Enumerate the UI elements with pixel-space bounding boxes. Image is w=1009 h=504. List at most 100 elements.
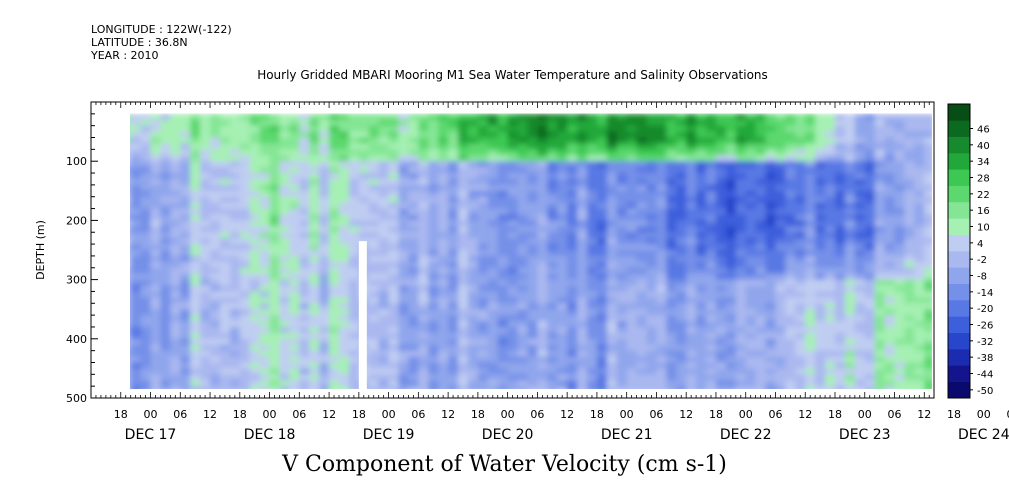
heatmap-cell: [200, 362, 211, 369]
heatmap-cell: [329, 184, 340, 192]
heatmap-cell: [448, 178, 459, 186]
heatmap-cell: [805, 125, 816, 133]
heatmap-cell: [626, 273, 638, 281]
colorbar-label: 34: [977, 157, 990, 168]
heatmap-cell: [408, 113, 419, 121]
heatmap-cell: [388, 344, 400, 352]
heatmap-cell: [616, 238, 628, 245]
heatmap-cell: [745, 273, 757, 281]
heatmap-cell: [596, 267, 608, 275]
x-hour-label: 06: [768, 408, 782, 421]
heatmap-cell: [527, 161, 538, 168]
heatmap-cell: [398, 380, 410, 387]
heatmap-cell: [904, 356, 915, 364]
heatmap-cell: [864, 220, 876, 227]
heatmap-cell: [289, 226, 300, 233]
heatmap-cell: [567, 184, 578, 192]
heatmap-cell: [408, 261, 419, 269]
heatmap-cell: [269, 255, 281, 263]
heatmap-cell: [537, 267, 548, 275]
heatmap-cell: [428, 143, 439, 150]
heatmap-cell: [517, 155, 529, 162]
heatmap-cell: [567, 332, 578, 340]
heatmap-cell: [309, 332, 320, 340]
heatmap-cell: [448, 196, 459, 204]
heatmap-cell: [180, 380, 191, 387]
heatmap-cell: [200, 338, 211, 346]
heatmap-cell: [348, 368, 360, 375]
heatmap-cell: [835, 232, 846, 239]
heatmap-cell: [924, 362, 932, 369]
heatmap-cell: [537, 255, 548, 263]
heatmap-cell: [567, 309, 578, 316]
heatmap-cell: [329, 250, 340, 257]
heatmap-cell: [130, 332, 132, 340]
heatmap-cell: [537, 226, 548, 233]
heatmap-cell: [190, 338, 201, 346]
heatmap-cell: [636, 220, 648, 227]
heatmap-cell: [309, 232, 320, 239]
heatmap-cell: [854, 238, 866, 245]
heatmap-cell: [527, 291, 538, 298]
heatmap-cell: [656, 167, 667, 174]
heatmap-cell: [577, 380, 588, 387]
heatmap-cell: [904, 279, 915, 287]
heatmap-cell: [854, 362, 866, 369]
heatmap-cell: [458, 338, 469, 346]
heatmap-cell: [448, 297, 459, 304]
heatmap-cell: [884, 338, 896, 346]
heatmap-cell: [547, 273, 558, 281]
heatmap-cell: [696, 291, 707, 298]
heatmap-cell: [388, 143, 400, 150]
heatmap-cell: [269, 303, 281, 310]
heatmap-cell: [140, 220, 152, 227]
heatmap-cell: [795, 196, 806, 204]
heatmap-cell: [130, 208, 142, 216]
heatmap-cell: [755, 232, 767, 239]
heatmap-cell: [210, 137, 221, 145]
heatmap-cell: [636, 285, 648, 293]
heatmap-cell: [210, 368, 221, 375]
heatmap-cell: [527, 220, 538, 227]
heatmap-cell: [229, 356, 241, 364]
heatmap-cell: [388, 279, 400, 287]
heatmap-cell: [557, 291, 568, 298]
heatmap-cell: [299, 137, 310, 145]
heatmap-cell: [477, 321, 489, 328]
heatmap-cell: [656, 149, 667, 156]
heatmap-cell: [190, 113, 201, 121]
heatmap-cell: [408, 368, 419, 375]
heatmap-cell: [378, 190, 390, 198]
heatmap-cell: [527, 297, 538, 304]
heatmap-cell: [676, 184, 687, 192]
heatmap-cell: [835, 309, 846, 316]
heatmap-cell: [219, 255, 231, 263]
heatmap-cell: [428, 184, 439, 192]
heatmap-cell: [249, 226, 261, 233]
heatmap-cell: [210, 273, 221, 281]
heatmap-cell: [378, 332, 390, 340]
heatmap-cell: [249, 297, 261, 304]
heatmap-cell: [527, 362, 538, 369]
heatmap-cell: [696, 267, 707, 275]
heatmap-cell: [517, 131, 529, 139]
heatmap-cell: [557, 255, 568, 263]
heatmap-cell: [785, 273, 796, 281]
heatmap-cell: [428, 214, 439, 221]
heatmap-cell: [170, 303, 181, 310]
heatmap-cell: [864, 244, 876, 251]
heatmap-cell: [835, 184, 846, 192]
heatmap-cell: [686, 332, 697, 340]
heatmap-cell: [319, 255, 330, 263]
heatmap-cell: [864, 167, 876, 174]
heatmap-cell: [438, 291, 449, 298]
heatmap-cell: [636, 143, 648, 150]
heatmap-cell: [785, 356, 796, 364]
heatmap-cell: [924, 344, 932, 352]
heatmap-cell: [527, 255, 538, 263]
heatmap-cell: [428, 244, 439, 251]
heatmap-cell: [864, 315, 876, 322]
heatmap-cell: [279, 374, 290, 381]
heatmap-cell: [448, 226, 459, 233]
heatmap-cell: [785, 167, 796, 174]
